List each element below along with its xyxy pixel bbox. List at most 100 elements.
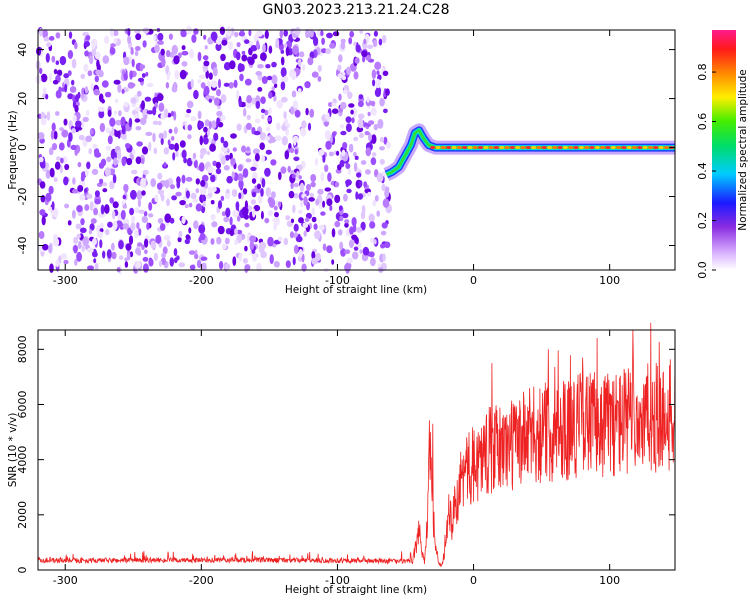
noise-blob	[59, 165, 63, 174]
signal-hotspot	[483, 145, 489, 150]
noise-blob	[55, 60, 60, 65]
signal-hotspot	[589, 145, 595, 150]
noise-blob	[76, 233, 81, 239]
noise-blob	[230, 157, 236, 166]
noise-blob	[71, 58, 77, 69]
noise-blob	[146, 82, 154, 88]
noise-blob	[355, 191, 359, 200]
noise-blob	[261, 76, 268, 84]
noise-blob	[267, 236, 274, 247]
signal-hotspot	[562, 145, 569, 150]
noise-blob	[368, 213, 375, 223]
noise-blob	[128, 117, 133, 128]
noise-blob	[40, 117, 47, 126]
noise-blob	[105, 145, 112, 151]
noise-blob	[117, 130, 121, 139]
noise-blob	[113, 157, 118, 166]
noise-blob	[244, 78, 252, 86]
noise-blob	[188, 250, 196, 255]
noise-blob	[173, 126, 178, 135]
noise-blob	[129, 207, 135, 216]
noise-blob	[64, 163, 70, 171]
noise-blob	[157, 217, 164, 224]
noise-blob	[109, 180, 115, 190]
noise-blob	[58, 86, 62, 92]
noise-blob	[206, 151, 211, 156]
noise-blob	[245, 158, 252, 163]
spectrogram-y-label: Frequency (Hz)	[7, 110, 19, 189]
noise-blob	[200, 82, 206, 89]
noise-blob	[74, 258, 78, 266]
noise-blob	[101, 98, 105, 104]
noise-blob	[284, 118, 288, 127]
noise-blob	[307, 57, 314, 66]
noise-blob	[91, 48, 97, 57]
noise-blob	[97, 231, 104, 239]
noise-blob	[67, 70, 72, 76]
noise-blob	[238, 99, 243, 108]
noise-blob	[276, 122, 281, 131]
noise-blob	[367, 111, 371, 117]
noise-blob	[225, 189, 230, 194]
noise-blob	[315, 199, 320, 206]
noise-blob	[58, 142, 65, 151]
y-tick-label: -20	[16, 188, 29, 206]
noise-blob	[181, 174, 186, 184]
noise-blob	[113, 29, 119, 37]
noise-blob	[277, 201, 282, 208]
noise-blob	[260, 52, 267, 61]
noise-blob	[199, 187, 207, 195]
noise-blob	[376, 172, 384, 183]
noise-blob	[135, 126, 142, 131]
noise-blob	[293, 182, 299, 188]
noise-blob	[152, 106, 157, 116]
noise-blob	[184, 238, 190, 245]
signal-hotspot	[520, 145, 526, 150]
noise-blob	[76, 251, 82, 262]
noise-blob	[320, 30, 324, 37]
noise-blob	[344, 222, 349, 228]
noise-blob	[63, 118, 68, 126]
noise-blob	[268, 107, 272, 115]
noise-blob	[180, 30, 187, 38]
noise-blob	[71, 79, 75, 86]
noise-blob	[112, 201, 119, 209]
noise-blob	[90, 218, 97, 224]
x-tick-label: 0	[470, 274, 477, 287]
noise-blob	[381, 222, 388, 229]
noise-blob	[278, 171, 282, 181]
noise-blob	[123, 56, 130, 66]
noise-blob	[254, 153, 260, 162]
noise-blob	[285, 46, 290, 57]
noise-blob	[71, 209, 76, 219]
noise-blob	[353, 136, 359, 142]
noise-blob	[40, 111, 46, 120]
noise-blob	[198, 224, 206, 234]
noise-blob	[296, 170, 300, 178]
noise-blob	[359, 29, 363, 34]
signal-hotspot	[446, 145, 452, 150]
noise-blob	[345, 179, 352, 186]
signal-hotspot	[637, 145, 643, 150]
noise-blob	[375, 78, 381, 89]
noise-blob	[289, 147, 295, 154]
noise-blob	[109, 47, 116, 55]
noise-blob	[377, 119, 384, 129]
noise-blob	[367, 44, 374, 50]
noise-blob	[166, 240, 171, 247]
noise-blob	[235, 51, 241, 61]
noise-blob	[252, 208, 256, 218]
noise-blob	[261, 178, 266, 188]
noise-blob	[46, 42, 52, 48]
noise-blob	[271, 61, 277, 68]
noise-blob	[99, 239, 103, 249]
noise-blob	[105, 127, 111, 134]
noise-blob	[267, 117, 272, 122]
noise-blob	[291, 174, 296, 179]
noise-blob	[233, 79, 238, 88]
noise-blob	[164, 213, 172, 223]
noise-blob	[192, 152, 197, 159]
noise-blob	[274, 211, 279, 218]
noise-blob	[77, 185, 84, 192]
noise-blob	[378, 38, 383, 46]
